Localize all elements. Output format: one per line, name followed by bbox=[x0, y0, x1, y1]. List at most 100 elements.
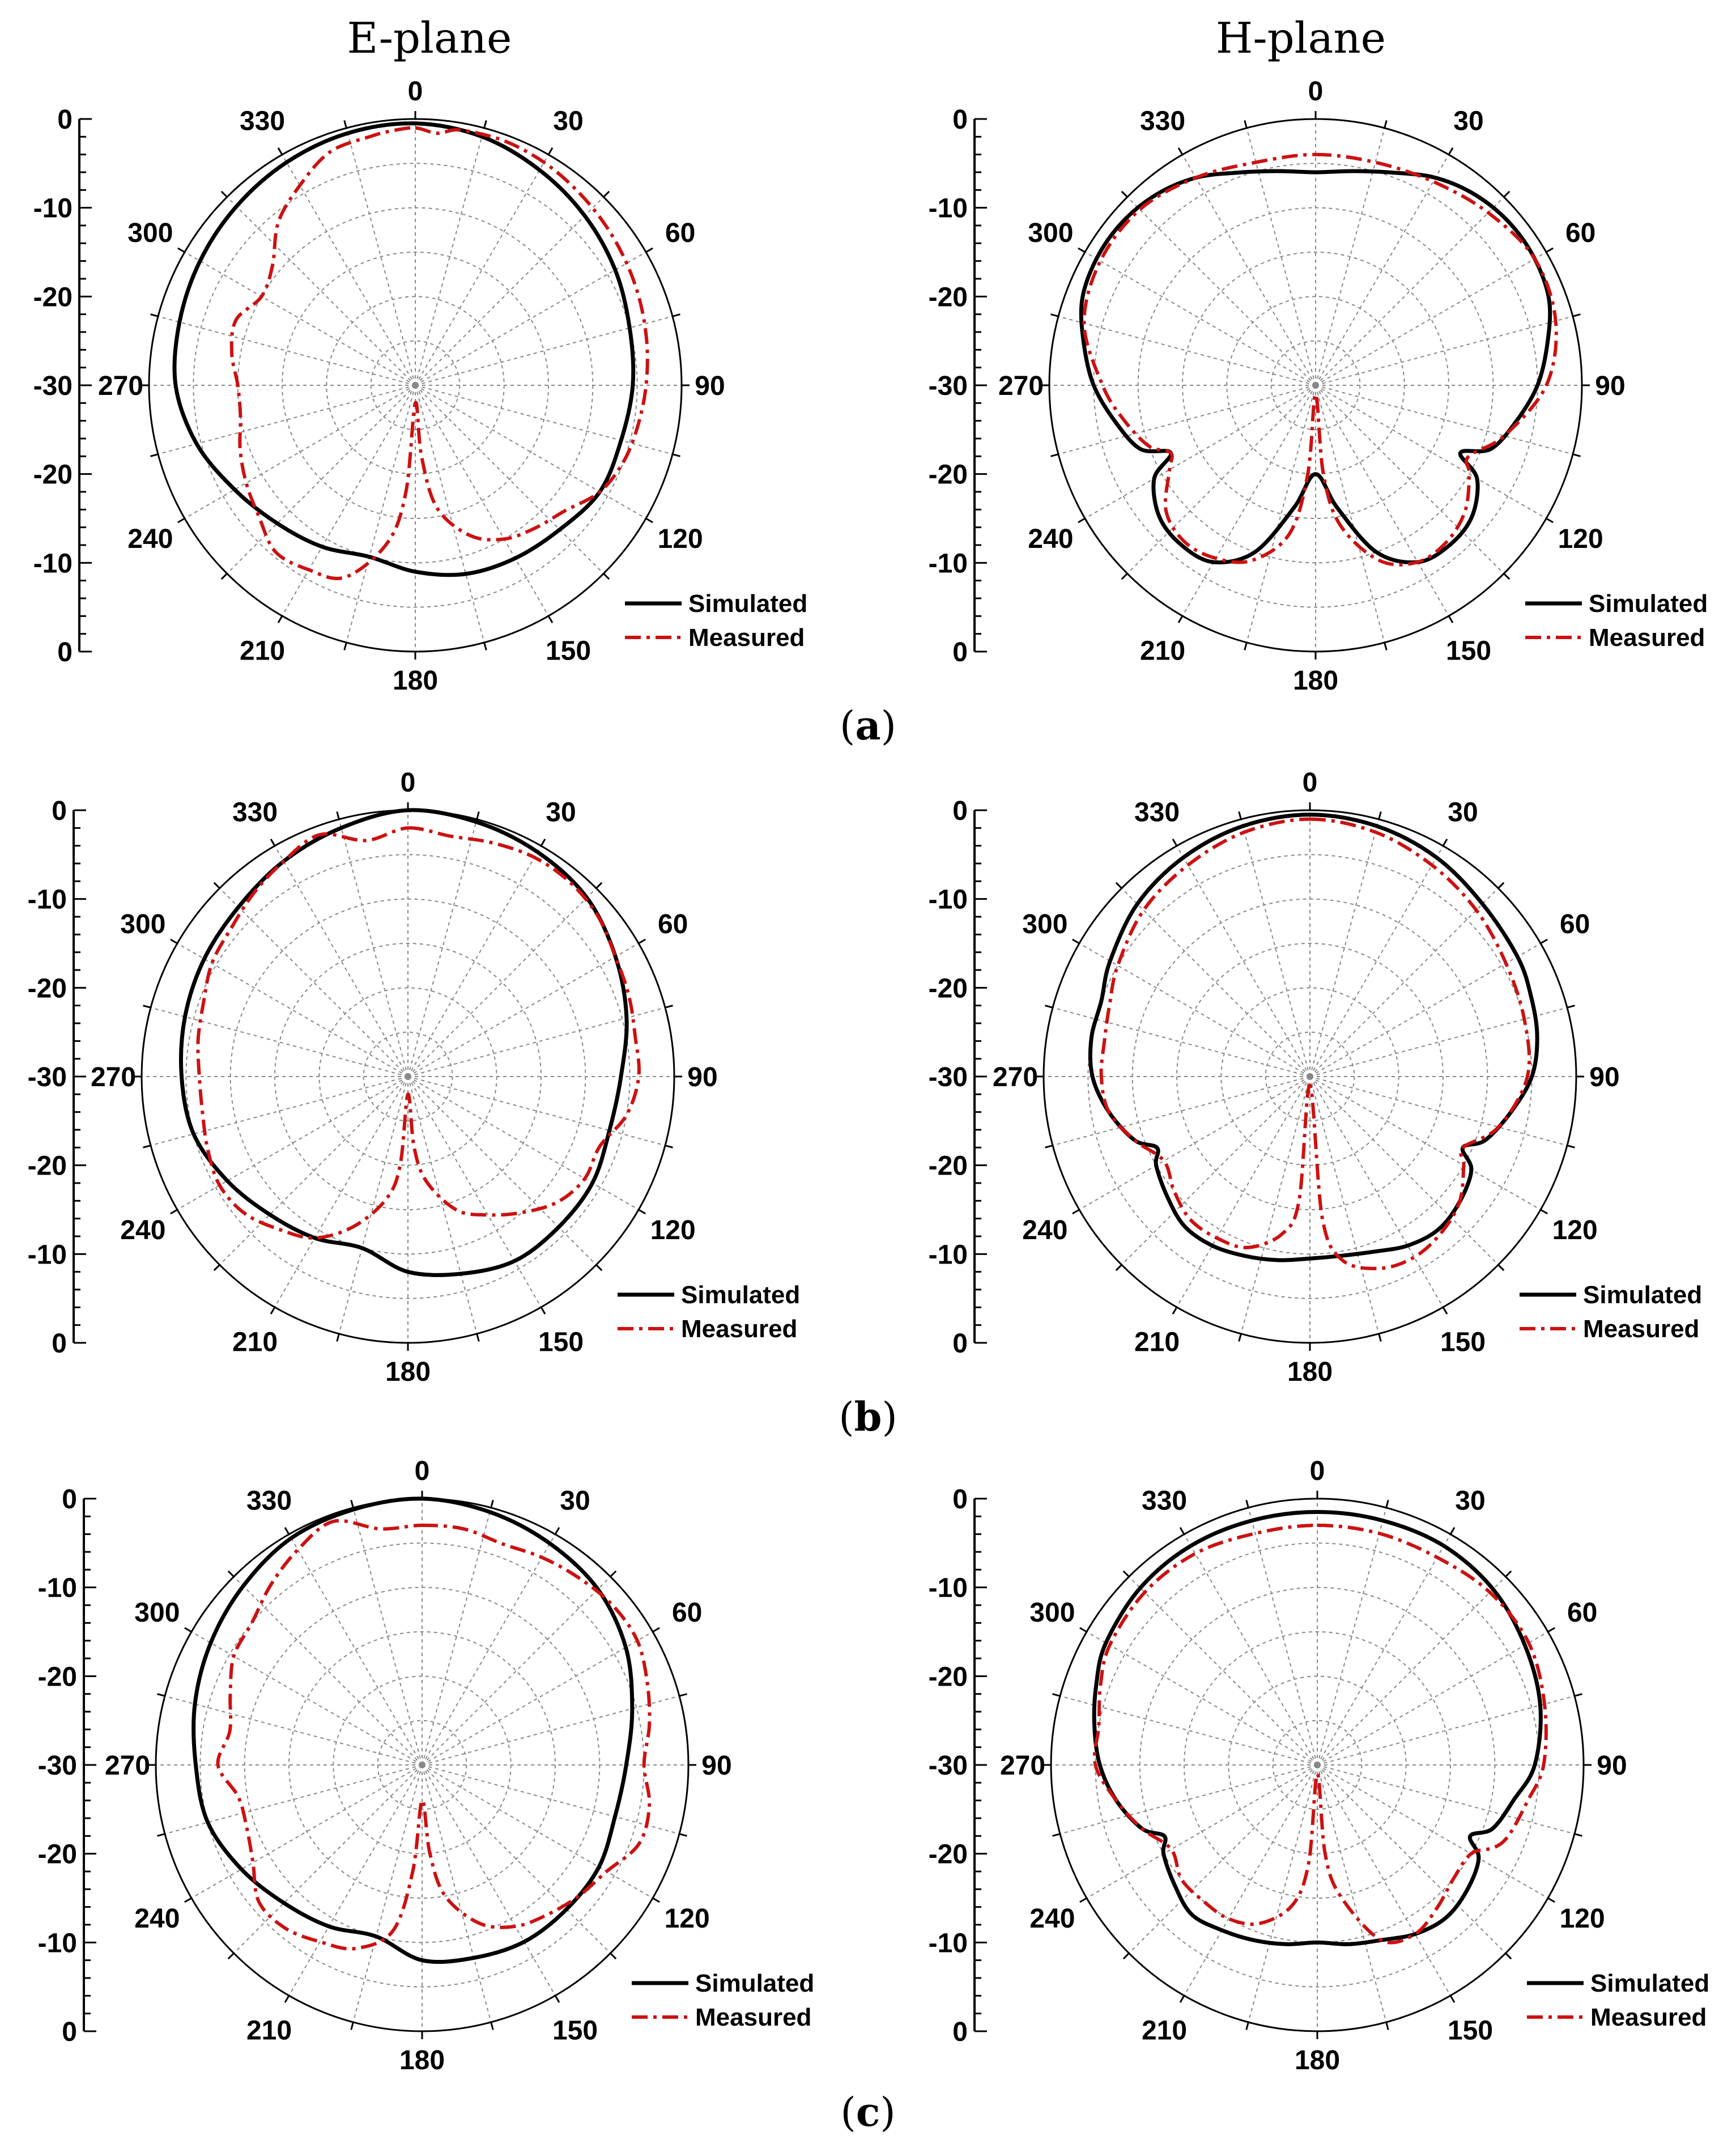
angle-tick-mark bbox=[143, 1005, 151, 1009]
grid-spoke bbox=[1317, 1631, 1548, 1766]
grid-circle bbox=[1272, 1720, 1363, 1810]
angle-tick-mark bbox=[170, 938, 178, 945]
legend-label-simulated: Simulated bbox=[681, 1281, 800, 1309]
grid-spoke bbox=[150, 1007, 409, 1077]
grid-circle bbox=[1184, 1631, 1451, 1899]
angle-tick-mark bbox=[1505, 1952, 1512, 1960]
angle-tick-mark bbox=[1179, 1995, 1185, 2003]
series-simulated bbox=[1088, 812, 1539, 1262]
grid-spoke bbox=[1058, 316, 1316, 386]
angle-label-120: 120 bbox=[650, 1215, 696, 1245]
angle-label-210: 210 bbox=[232, 1328, 278, 1358]
grid-spoke bbox=[422, 1631, 653, 1766]
grid-spoke bbox=[1084, 252, 1316, 386]
angle-tick-mark bbox=[638, 938, 646, 945]
angle-tick-mark bbox=[1540, 1209, 1548, 1215]
angle-tick-mark bbox=[645, 247, 653, 253]
angle-tick-mark bbox=[610, 1570, 617, 1577]
grid-circle bbox=[1265, 1031, 1355, 1122]
angle-tick-mark bbox=[1045, 1145, 1053, 1148]
radial-tick-label: -10 bbox=[28, 1240, 67, 1270]
center-dot bbox=[1314, 1762, 1321, 1768]
radial-tick-label: 0 bbox=[952, 105, 968, 135]
grid-spoke bbox=[288, 1534, 423, 1766]
angle-tick-mark bbox=[343, 642, 347, 650]
angle-tick-mark bbox=[157, 1833, 165, 1837]
angle-tick-mark bbox=[1072, 938, 1080, 945]
grid-circle bbox=[288, 1631, 556, 1899]
grid-spoke bbox=[415, 252, 646, 386]
radial-tick-label: -10 bbox=[929, 548, 968, 578]
legend-label-measured: Measured bbox=[1583, 1315, 1699, 1343]
angle-tick-mark bbox=[350, 2022, 354, 2030]
angle-tick-mark bbox=[679, 1693, 687, 1697]
angle-tick-mark bbox=[1384, 642, 1388, 650]
angle-tick-mark bbox=[1121, 573, 1128, 580]
legend-label-simulated: Simulated bbox=[695, 1969, 814, 1997]
angle-label-240: 240 bbox=[1022, 1215, 1067, 1245]
radial-tick-label: 0 bbox=[952, 637, 968, 667]
radial-tick-label: 0 bbox=[952, 796, 968, 826]
angle-label-60: 60 bbox=[1565, 218, 1595, 248]
angle-tick-mark bbox=[1540, 938, 1548, 945]
grid-spoke bbox=[422, 1576, 611, 1766]
angle-tick-mark bbox=[277, 147, 283, 155]
panel-label-b: (b) bbox=[839, 1393, 897, 1440]
angle-label-60: 60 bbox=[658, 909, 688, 939]
grid-spoke bbox=[338, 1076, 409, 1334]
angle-tick-mark bbox=[227, 1570, 235, 1577]
angle-label-0: 0 bbox=[401, 768, 416, 798]
center-dot bbox=[405, 1073, 411, 1080]
grid-spoke bbox=[415, 196, 605, 386]
angle-label-0: 0 bbox=[1303, 768, 1318, 798]
angle-tick-mark bbox=[170, 1209, 178, 1215]
angle-tick-mark bbox=[1384, 120, 1388, 129]
series-simulated bbox=[1092, 1510, 1543, 1946]
angle-tick-mark bbox=[595, 1264, 603, 1271]
series-measured bbox=[229, 126, 649, 581]
angle-tick-mark bbox=[1442, 1307, 1448, 1315]
series-simulated bbox=[1079, 169, 1552, 565]
polar-panels: 03060901201501802102402703003300-10-20-3… bbox=[28, 76, 1710, 2075]
grid-circle bbox=[363, 1031, 453, 1122]
angle-tick-mark bbox=[610, 1952, 617, 1960]
angle-tick-mark bbox=[343, 120, 347, 129]
angle-label-30: 30 bbox=[1453, 106, 1483, 136]
grid-circle bbox=[185, 854, 631, 1299]
grid-spoke bbox=[184, 252, 416, 386]
grid-circle bbox=[370, 340, 461, 431]
radial-tick-label: 0 bbox=[62, 1484, 77, 1515]
angle-label-120: 120 bbox=[658, 524, 703, 554]
grid-spoke bbox=[1317, 1764, 1387, 2023]
angle-tick-mark bbox=[1503, 190, 1511, 198]
angle-tick-mark bbox=[554, 1995, 560, 2003]
angle-label-150: 150 bbox=[552, 2016, 598, 2046]
angle-label-210: 210 bbox=[246, 2016, 292, 2046]
angle-label-240: 240 bbox=[134, 1904, 180, 1934]
angle-label-330: 330 bbox=[1134, 797, 1180, 827]
angle-label-150: 150 bbox=[546, 636, 591, 666]
radial-tick-label: -10 bbox=[33, 194, 73, 224]
angle-label-330: 330 bbox=[246, 1486, 292, 1516]
radial-tick-label: -10 bbox=[929, 885, 968, 915]
angle-label-0: 0 bbox=[1308, 76, 1324, 107]
angle-tick-mark bbox=[143, 1145, 151, 1148]
angle-label-210: 210 bbox=[1134, 1328, 1180, 1358]
angle-label-30: 30 bbox=[1448, 797, 1478, 827]
angle-label-120: 120 bbox=[1560, 1904, 1605, 1934]
angle-tick-mark bbox=[1546, 517, 1554, 524]
angle-tick-mark bbox=[1245, 2022, 1249, 2030]
angle-tick-mark bbox=[213, 1264, 220, 1271]
angle-tick-mark bbox=[220, 573, 228, 580]
angle-tick-mark bbox=[1245, 1500, 1249, 1508]
angle-tick-mark bbox=[679, 1833, 687, 1837]
angle-label-330: 330 bbox=[240, 106, 285, 136]
angle-tick-mark bbox=[672, 313, 680, 317]
angle-label-60: 60 bbox=[672, 1598, 702, 1628]
angle-tick-mark bbox=[1122, 1570, 1130, 1577]
angle-tick-mark bbox=[490, 2022, 494, 2030]
angle-tick-mark bbox=[547, 615, 554, 623]
angle-tick-mark bbox=[1567, 1145, 1575, 1148]
grid-spoke bbox=[1315, 154, 1449, 386]
